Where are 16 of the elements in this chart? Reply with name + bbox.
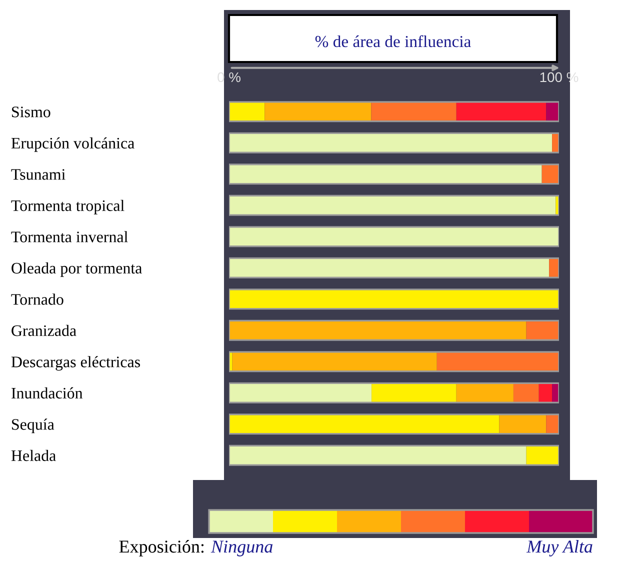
- y-tick-label: Tormenta tropical: [11, 200, 124, 214]
- y-tick-label: Descargas eléctricas: [11, 356, 140, 371]
- y-tick-label: Inundación: [12, 387, 83, 399]
- chart-title: % de área de influencia: [315, 35, 471, 48]
- legend-title: Exposición:: [119, 540, 204, 556]
- y-tick-label: Tsunami: [11, 169, 66, 180]
- legend-label: Ninguna: [210, 540, 273, 556]
- y-tick-label: Erupción volcánica: [11, 137, 134, 152]
- y-tick-label: Tornado: [11, 294, 64, 305]
- y-tick-label: Sequía: [12, 418, 54, 434]
- legend-label: Muy Alta: [526, 540, 592, 556]
- y-tick-label: Oleada por tormenta: [12, 262, 142, 277]
- y-tick-label: Granizada: [12, 324, 76, 336]
- y-tick-label: Tormenta invernal: [11, 231, 128, 242]
- y-tick-label: Sismo: [12, 106, 50, 118]
- y-tick-label: Helada: [11, 450, 56, 462]
